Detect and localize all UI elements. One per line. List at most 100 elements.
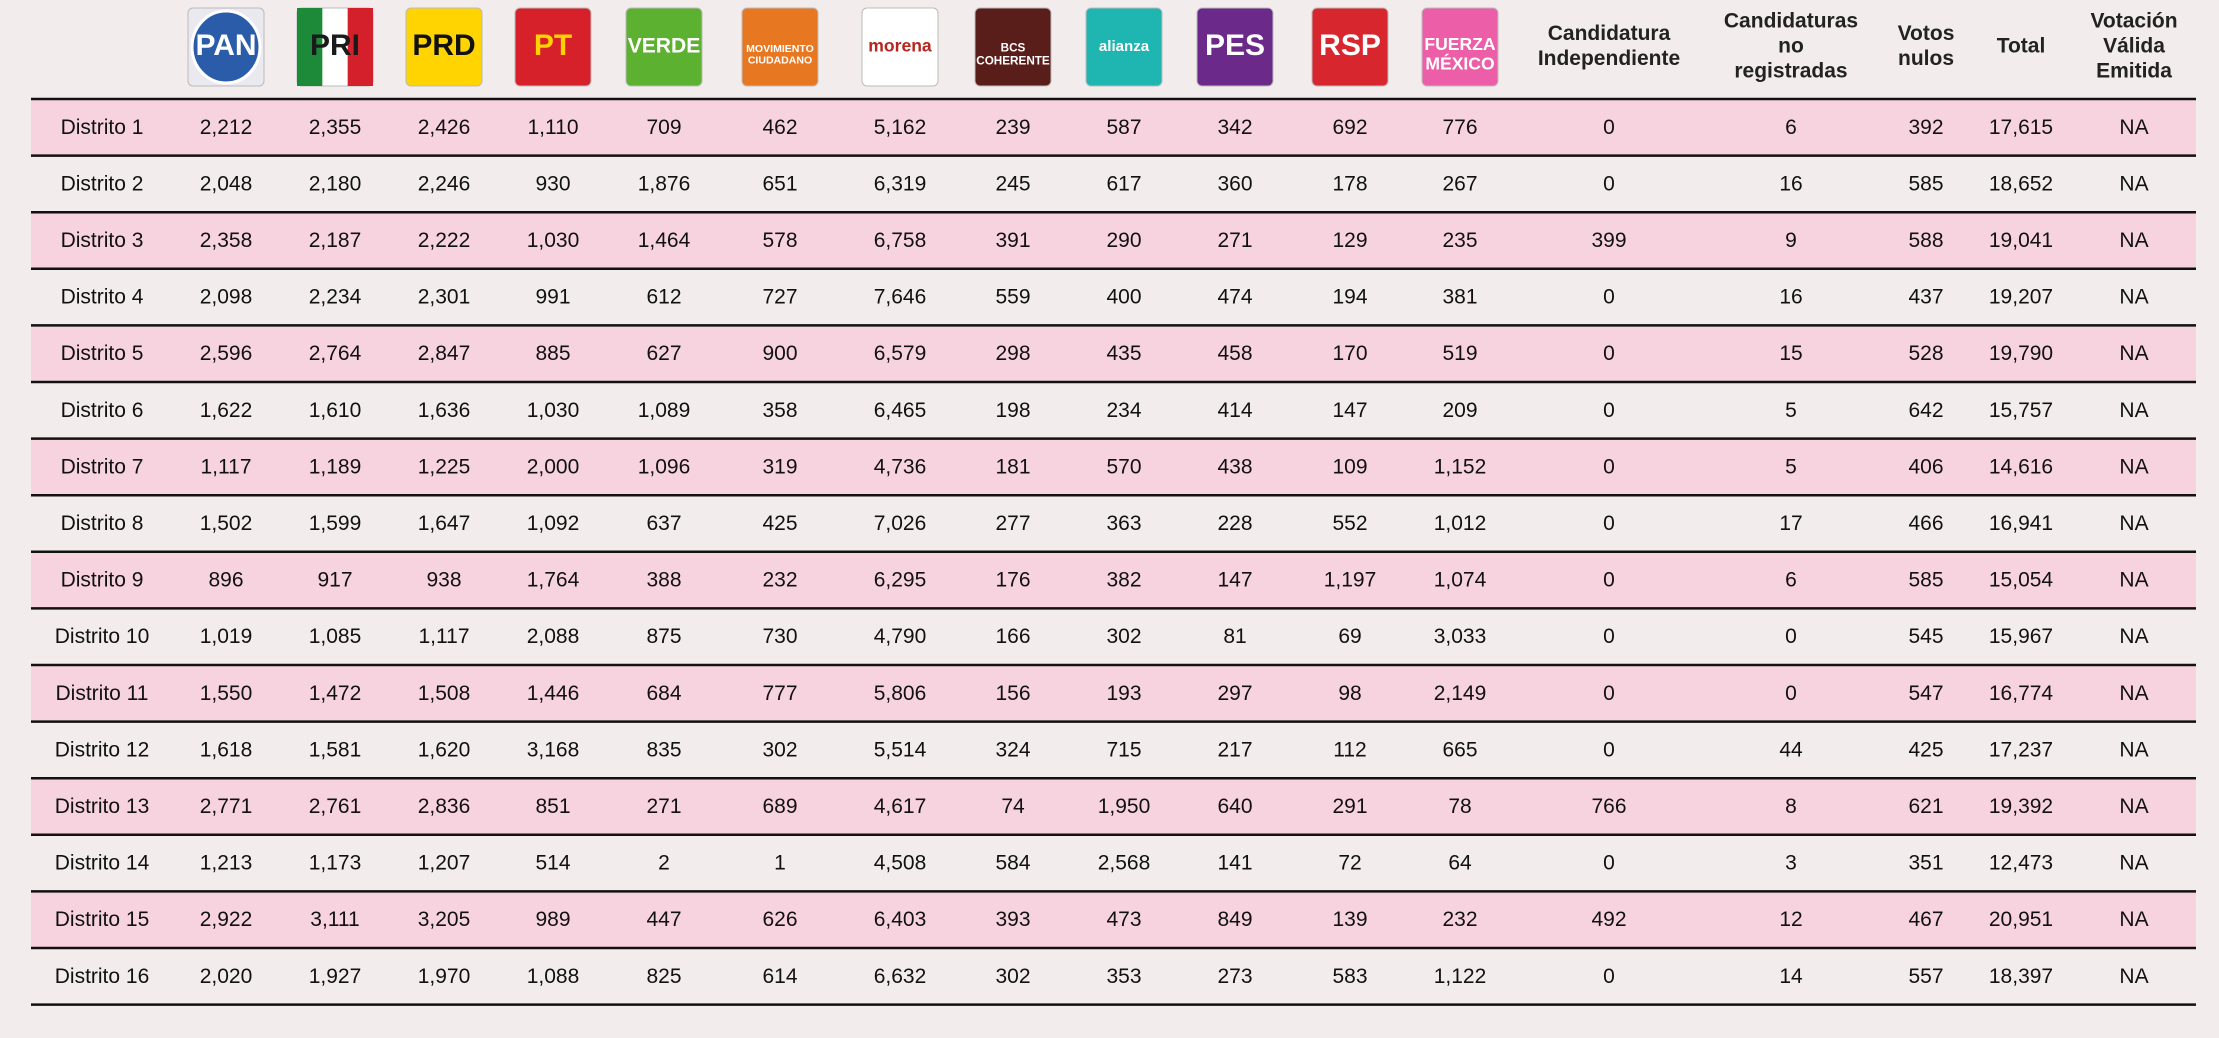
cell: 447 — [646, 908, 681, 931]
cell: NA — [2119, 965, 2148, 988]
cell: 2,426 — [418, 116, 471, 139]
row-bg — [31, 551, 2196, 609]
cell: 302 — [995, 965, 1030, 988]
cell: 69 — [1338, 625, 1361, 648]
cell: 585 — [1908, 172, 1943, 195]
cell: 585 — [1908, 569, 1943, 592]
cell: 392 — [1908, 116, 1943, 139]
cell: 684 — [646, 682, 681, 705]
cell: Distrito 14 — [55, 852, 150, 875]
cell: 15 — [1779, 342, 1802, 365]
column-header: Candidatura — [1548, 22, 1671, 45]
cell: 1,502 — [200, 512, 253, 535]
cell: 900 — [762, 342, 797, 365]
cell: 4,790 — [874, 625, 927, 648]
logo-text: PRD — [412, 29, 475, 62]
cell: 425 — [1908, 738, 1943, 761]
cell: 64 — [1448, 852, 1472, 875]
cell: 6,758 — [874, 229, 927, 252]
cell: 1,085 — [309, 625, 362, 648]
cell: 776 — [1442, 116, 1477, 139]
cell: 1,117 — [201, 455, 252, 478]
cell: Distrito 5 — [61, 342, 144, 365]
logo-text: PT — [534, 29, 572, 62]
cell: 156 — [995, 682, 1030, 705]
cell: 2,847 — [418, 342, 471, 365]
cell: 17 — [1779, 512, 1802, 535]
cell: 1,089 — [638, 399, 691, 422]
cell: 6,295 — [874, 569, 927, 592]
cell: Distrito 4 — [61, 286, 144, 309]
cell: 3,033 — [1434, 625, 1487, 648]
cell: 2,187 — [309, 229, 362, 252]
cell: 3,205 — [418, 908, 471, 931]
cell: 2,596 — [200, 342, 253, 365]
cell: 1,173 — [309, 852, 362, 875]
cell: 235 — [1442, 229, 1477, 252]
cell: 198 — [995, 399, 1030, 422]
cell: NA — [2119, 342, 2148, 365]
cell: 1,092 — [527, 512, 580, 535]
cell: 0 — [1603, 569, 1615, 592]
cell: 19,207 — [1989, 286, 2053, 309]
logo-text: VERDE — [628, 35, 701, 58]
party-logo: PAN — [187, 7, 265, 87]
cell: 930 — [535, 172, 570, 195]
cell: NA — [2119, 172, 2148, 195]
logo-text: COHERENTE — [976, 55, 1050, 68]
cell: 614 — [762, 965, 797, 988]
cell: 1,189 — [309, 455, 362, 478]
cell: 16,941 — [1989, 512, 2053, 535]
cell: 1,096 — [638, 455, 691, 478]
cell: 825 — [646, 965, 681, 988]
cell: 2,088 — [527, 625, 580, 648]
party-logo: PRD — [405, 7, 483, 87]
cell: 559 — [995, 286, 1030, 309]
cell: 209 — [1442, 399, 1477, 422]
cell: 626 — [762, 908, 797, 931]
column-header: Candidaturas — [1724, 10, 1858, 33]
cell: 1,472 — [309, 682, 362, 705]
cell: NA — [2119, 908, 2148, 931]
cell: 425 — [762, 512, 797, 535]
cell: Distrito 6 — [61, 399, 144, 422]
cell: 1,970 — [418, 965, 471, 988]
cell: 875 — [646, 625, 681, 648]
cell: 587 — [1106, 116, 1141, 139]
cell: 1,012 — [1434, 512, 1487, 535]
cell: 528 — [1908, 342, 1943, 365]
cell: 17,615 — [1989, 116, 2053, 139]
cell: 112 — [1333, 738, 1366, 761]
cell: 1,599 — [309, 512, 362, 535]
cell: 6 — [1785, 569, 1797, 592]
cell: 0 — [1603, 399, 1615, 422]
cell: 2,246 — [418, 172, 471, 195]
cell: 2,761 — [309, 795, 362, 818]
cell: 353 — [1106, 965, 1141, 988]
cell: 72 — [1338, 852, 1361, 875]
cell: 715 — [1106, 738, 1141, 761]
logo-text: FUERZA — [1424, 34, 1495, 54]
cell: 462 — [762, 116, 797, 139]
cell: 547 — [1908, 682, 1943, 705]
row-bg — [31, 778, 2196, 835]
party-logo: VERDE — [625, 7, 703, 87]
cell: 588 — [1908, 229, 1943, 252]
cell: 617 — [1106, 172, 1141, 195]
cell: 2,222 — [418, 229, 471, 252]
cell: 139 — [1332, 908, 1367, 931]
logo-text: PAN — [195, 29, 256, 62]
cell: 7,026 — [874, 512, 927, 535]
logo-text: PES — [1205, 29, 1265, 62]
column-header: Total — [1997, 35, 2046, 58]
cell: 9 — [1785, 229, 1797, 252]
cell: 2,000 — [527, 455, 580, 478]
cell: 6,579 — [874, 342, 927, 365]
cell: 351 — [1908, 852, 1943, 875]
cell: 519 — [1442, 342, 1477, 365]
row-bg — [31, 325, 2196, 382]
cell: 467 — [1908, 908, 1943, 931]
cell: 1,464 — [638, 229, 691, 252]
cell: 271 — [1217, 229, 1252, 252]
cell: 319 — [762, 455, 797, 478]
